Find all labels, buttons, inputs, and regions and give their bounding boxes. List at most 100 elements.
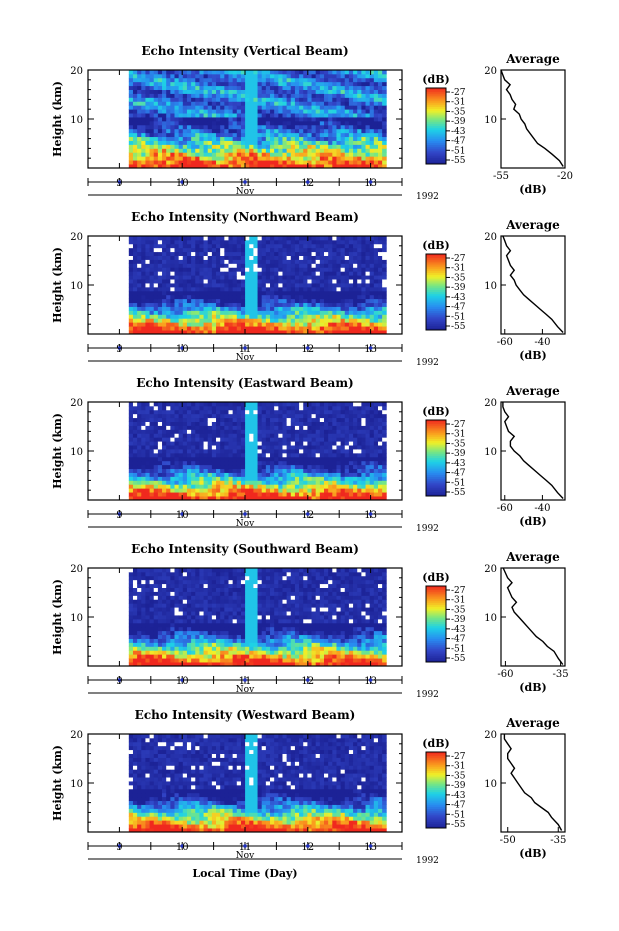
heatmap-cell	[186, 259, 192, 264]
heatmap-cell	[286, 117, 292, 122]
profile-line	[502, 235, 564, 333]
heatmap-cell	[373, 140, 379, 145]
heatmap-cell	[141, 283, 146, 288]
heatmap-cell	[220, 93, 225, 98]
heatmap-cell	[128, 275, 134, 280]
heatmap-cell	[332, 132, 337, 138]
heatmap-cell	[365, 267, 371, 272]
heatmap-cell	[240, 464, 246, 470]
heatmap-cell	[278, 259, 283, 264]
heatmap-cell	[382, 109, 387, 114]
heatmap-cell	[178, 468, 184, 473]
heatmap-cell	[328, 81, 333, 87]
heatmap-cell	[166, 117, 171, 122]
heatmap-cell	[174, 144, 180, 149]
heatmap-cell	[137, 109, 142, 114]
heatmap-cell	[328, 128, 333, 134]
heatmap-cell	[377, 302, 383, 307]
heatmap-cell	[199, 105, 204, 110]
heatmap-cell	[365, 314, 371, 319]
heatmap-cell	[257, 496, 263, 501]
heatmap-cell	[224, 409, 229, 415]
heatmap-cell	[141, 132, 146, 138]
heatmap-cell	[373, 243, 379, 249]
heatmap-cell	[162, 429, 167, 434]
heatmap-cell	[336, 113, 342, 118]
heatmap-cell	[344, 77, 350, 83]
heatmap-cell	[203, 109, 209, 114]
heatmap-cell	[353, 496, 358, 501]
heatmap-cell	[162, 164, 167, 169]
heatmap-cell	[340, 81, 346, 87]
heatmap-cell	[278, 452, 283, 458]
heatmap-cell	[245, 464, 250, 470]
heatmap-cell	[216, 109, 221, 114]
heatmap-cell	[207, 124, 213, 130]
heatmap-cell	[365, 144, 371, 149]
heatmap-cell	[369, 85, 375, 90]
heatmap-cell	[344, 476, 350, 481]
heatmap-cell	[357, 279, 362, 284]
heatmap-cell	[253, 452, 258, 458]
heatmap-cell	[170, 429, 175, 434]
heatmap-cell	[182, 425, 188, 430]
heatmap-cell	[149, 326, 155, 331]
heatmap-cell	[191, 267, 196, 272]
heatmap-cell	[286, 330, 292, 335]
heatmap-cell	[290, 283, 296, 288]
heatmap-cell	[240, 488, 246, 493]
heatmap-cell	[153, 283, 159, 288]
colorbar-swatch	[426, 265, 446, 268]
heatmap-cell	[340, 306, 346, 311]
heatmap-cell	[195, 128, 200, 134]
heatmap-cell	[216, 286, 221, 292]
heatmap-cell	[137, 433, 142, 438]
heatmap-cell	[141, 409, 146, 415]
heatmap-cell	[220, 160, 225, 165]
heatmap-cell	[382, 433, 387, 438]
heatmap-cell	[282, 275, 288, 280]
heatmap-cell	[232, 81, 238, 87]
heatmap-cell	[294, 81, 300, 87]
heatmap-cell	[315, 433, 321, 438]
heatmap-cell	[232, 101, 238, 106]
heatmap-cell	[299, 294, 304, 300]
heatmap-cell	[245, 156, 250, 161]
heatmap-cell	[328, 101, 333, 106]
heatmap-cell	[216, 152, 221, 157]
heatmap-cell	[182, 449, 188, 454]
heatmap-cell	[141, 326, 146, 331]
heatmap-cell	[245, 283, 250, 288]
heatmap-cell	[319, 484, 325, 489]
heatmap-cell	[303, 251, 308, 256]
heatmap-cell	[332, 496, 337, 501]
heatmap-cell	[369, 488, 375, 493]
heatmap-cell	[157, 77, 163, 83]
heatmap-cell	[332, 247, 337, 253]
heatmap-cell	[232, 402, 238, 407]
heatmap-cell	[261, 409, 267, 415]
heatmap-cell	[174, 421, 180, 426]
heatmap-cell	[211, 259, 217, 264]
heatmap-cell	[340, 113, 346, 118]
heatmap-cell	[166, 302, 171, 307]
heatmap-cell	[203, 290, 209, 296]
heatmap-cell	[153, 460, 159, 466]
heatmap-cell	[286, 124, 292, 130]
heatmap-cell	[203, 286, 209, 292]
heatmap-cell	[311, 326, 317, 331]
heatmap-cell	[245, 433, 250, 438]
heatmap-cell	[149, 294, 155, 300]
heatmap-cell	[332, 113, 337, 118]
heatmap-cell	[211, 456, 217, 462]
heatmap-cell	[145, 306, 150, 311]
heatmap-cell	[182, 433, 188, 438]
heatmap-cell	[199, 243, 204, 249]
heatmap-cell	[236, 128, 242, 134]
heatmap-cell	[186, 492, 192, 497]
heatmap-cell	[282, 120, 288, 126]
heatmap-cell	[128, 322, 134, 327]
heatmap-cell	[195, 496, 200, 501]
heatmap-cell	[377, 283, 383, 288]
